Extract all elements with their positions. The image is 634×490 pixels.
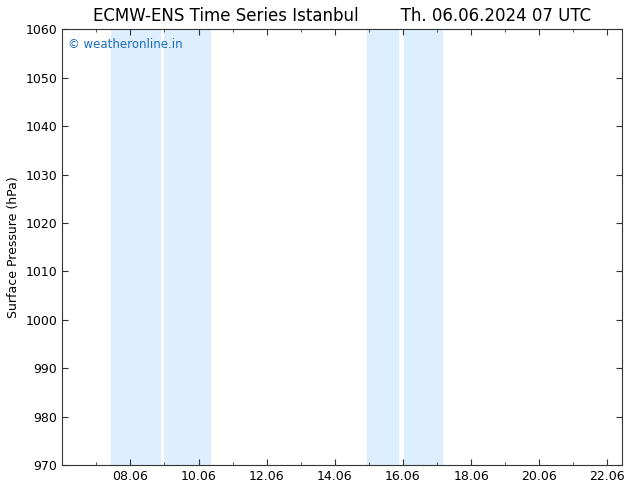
Bar — [404, 29, 442, 465]
Bar — [112, 29, 160, 465]
Bar — [164, 29, 210, 465]
Title: ECMW-ENS Time Series Istanbul        Th. 06.06.2024 07 UTC: ECMW-ENS Time Series Istanbul Th. 06.06.… — [93, 7, 592, 25]
Bar — [367, 29, 398, 465]
Text: © weatheronline.in: © weatheronline.in — [68, 38, 183, 51]
Y-axis label: Surface Pressure (hPa): Surface Pressure (hPa) — [7, 176, 20, 318]
